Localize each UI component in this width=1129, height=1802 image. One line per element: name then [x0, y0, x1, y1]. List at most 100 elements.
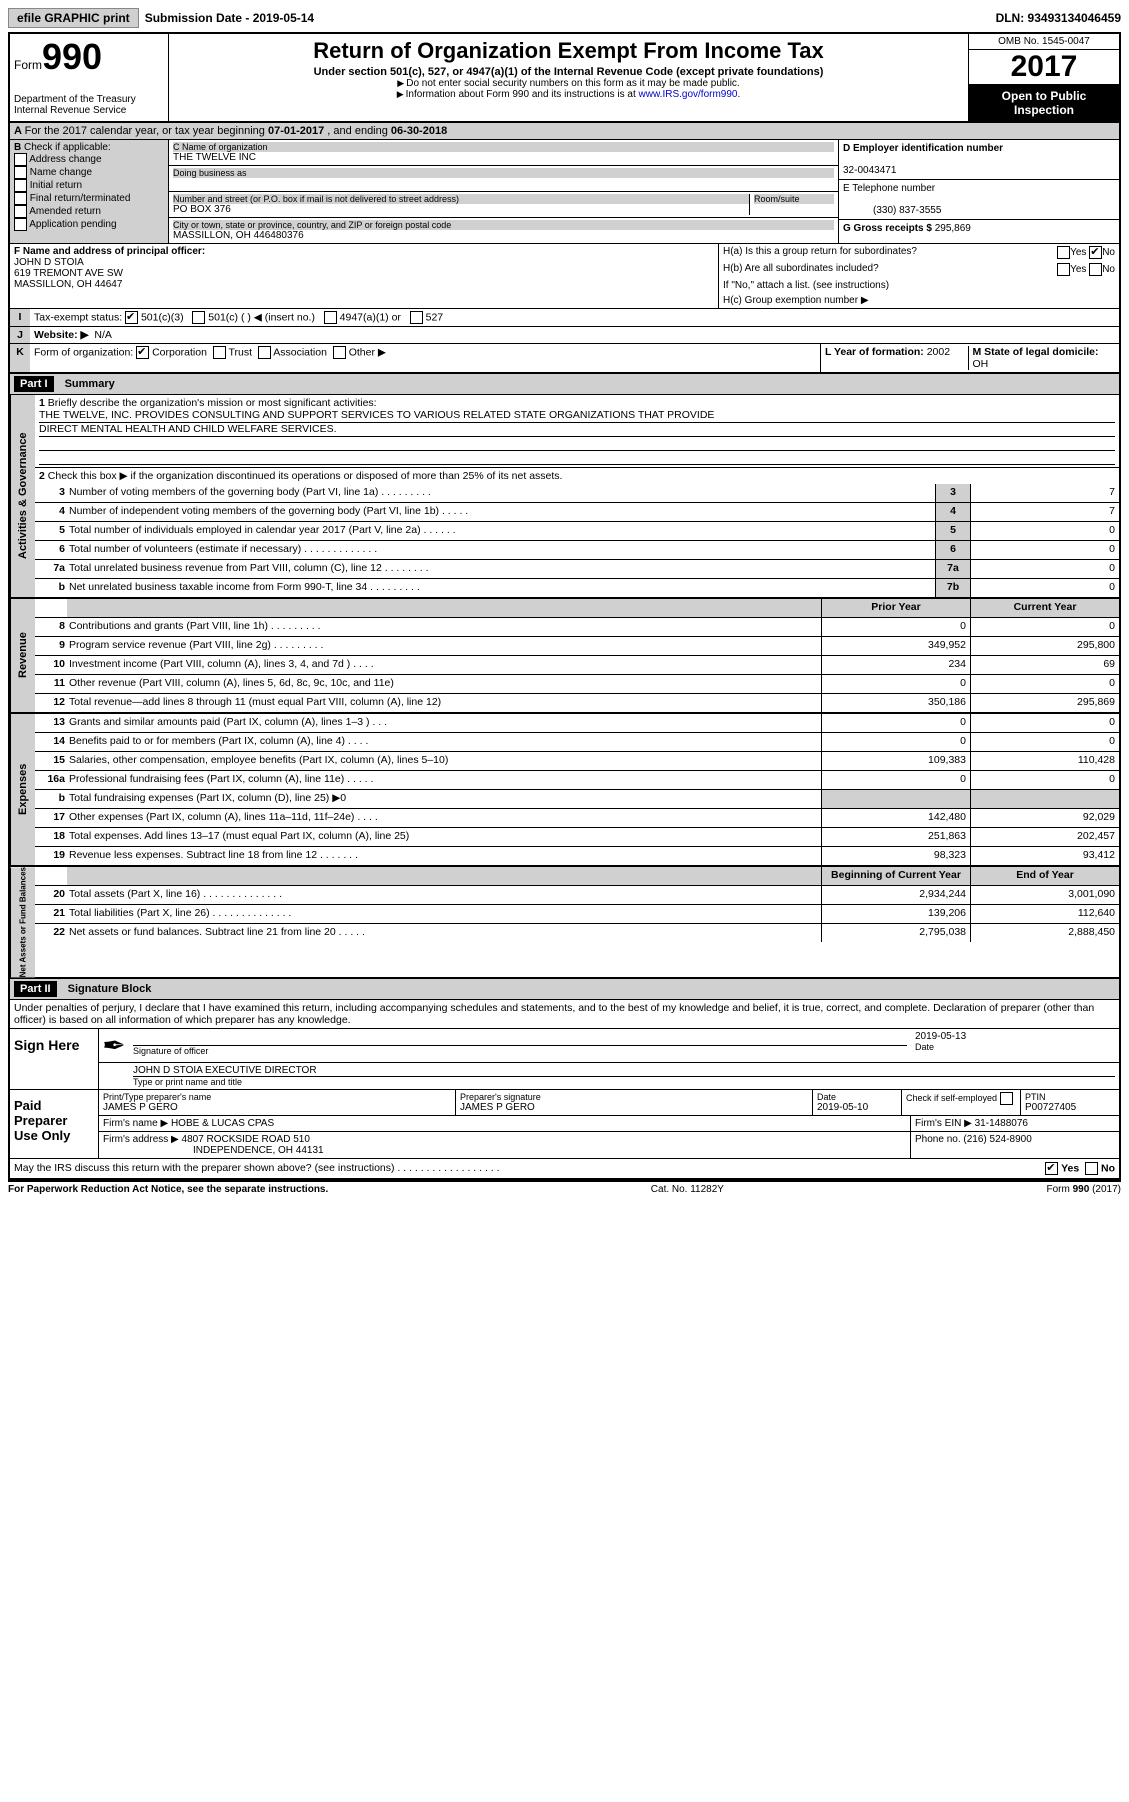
preparer-name: JAMES P GERO — [103, 1102, 451, 1113]
org-name-label: C Name of organization — [173, 142, 834, 152]
header-right: OMB No. 1545-0047 2017 Open to PublicIns… — [968, 34, 1119, 121]
revenue-line: 12Total revenue—add lines 8 through 11 (… — [35, 694, 1119, 712]
header-left: Form990 Department of the Treasury Inter… — [10, 34, 169, 121]
part-ii-header: Part II Signature Block — [10, 979, 1119, 1000]
summary-line: 6Total number of volunteers (estimate if… — [35, 541, 1119, 560]
phone-value: (330) 837-3555 — [843, 205, 941, 216]
revenue-line: 9Program service revenue (Part VIII, lin… — [35, 637, 1119, 656]
open-to-public: Open to PublicInspection — [969, 85, 1119, 121]
dln-label: DLN: 93493134046459 — [996, 11, 1121, 25]
preparer-signature: JAMES P GERO — [460, 1102, 808, 1113]
org-name: THE TWELVE INC — [173, 152, 834, 163]
chk-amended-return[interactable]: Amended return — [14, 205, 164, 218]
net-assets-header: Beginning of Current Year End of Year — [35, 867, 1119, 886]
efile-graphic-btn[interactable]: efile GRAPHIC print — [8, 8, 139, 28]
officer-name-title: JOHN D STOIA EXECUTIVE DIRECTOR — [133, 1065, 1115, 1077]
section-d-e-g: D Employer identification number 32-0043… — [838, 140, 1119, 243]
vlabel-expenses: Expenses — [10, 714, 35, 865]
net-assets-line: 22Net assets or fund balances. Subtract … — [35, 924, 1119, 942]
irs-link[interactable]: www.IRS.gov/form990 — [639, 89, 738, 100]
vlabel-activities: Activities & Governance — [10, 395, 35, 597]
chk-initial-return[interactable]: Initial return — [14, 179, 164, 192]
discuss-yes-checked — [1045, 1162, 1058, 1175]
section-f: F Name and address of principal officer:… — [10, 244, 718, 308]
vlabel-net-assets: Net Assets or Fund Balances — [10, 867, 35, 977]
row-k-l-m: K Form of organization: Corporation Trus… — [10, 344, 1119, 374]
firm-name: HOBE & LUCAS CPAS — [171, 1118, 274, 1129]
revenue-line: 8Contributions and grants (Part VIII, li… — [35, 618, 1119, 637]
expense-line: 14Benefits paid to or for members (Part … — [35, 733, 1119, 752]
room-label: Room/suite — [754, 194, 834, 204]
net-assets-line: 21Total liabilities (Part X, line 26) . … — [35, 905, 1119, 924]
perjury-statement: Under penalties of perjury, I declare th… — [10, 1000, 1119, 1029]
header-mid: Return of Organization Exempt From Incom… — [169, 34, 968, 121]
section-f-h: F Name and address of principal officer:… — [10, 244, 1119, 309]
form-subtitle: Under section 501(c), 527, or 4947(a)(1)… — [175, 66, 962, 78]
officer-name: JOHN D STOIA — [14, 257, 84, 268]
section-h: H(a) Is this a group return for subordin… — [718, 244, 1119, 308]
expense-line: 15Salaries, other compensation, employee… — [35, 752, 1119, 771]
expense-line: 19Revenue less expenses. Subtract line 1… — [35, 847, 1119, 865]
firm-phone: (216) 524-8900 — [963, 1134, 1031, 1145]
sign-here-row: Sign Here ✒ Signature of officer 2019-05… — [10, 1029, 1119, 1090]
form-title: Return of Organization Exempt From Incom… — [175, 38, 962, 64]
sig-date: 2019-05-13 — [915, 1031, 1115, 1042]
expense-line: 18Total expenses. Add lines 13–17 (must … — [35, 828, 1119, 847]
irs-label: Internal Revenue Service — [14, 105, 164, 116]
section-b: B Check if applicable: Address change Na… — [10, 140, 169, 243]
expense-line: 16aProfessional fundraising fees (Part I… — [35, 771, 1119, 790]
firm-address: 4807 ROCKSIDE ROAD 510 — [182, 1134, 310, 1145]
vlabel-revenue: Revenue — [10, 599, 35, 712]
chk-501c3 — [125, 311, 138, 324]
chk-final-return[interactable]: Final return/terminated — [14, 192, 164, 205]
chk-name-change[interactable]: Name change — [14, 166, 164, 179]
officer-addr2: MASSILLON, OH 44647 — [14, 279, 122, 290]
summary-line: 3Number of voting members of the governi… — [35, 484, 1119, 503]
revenue-line: 11Other revenue (Part VIII, column (A), … — [35, 675, 1119, 694]
h-a-no-checked — [1089, 246, 1102, 259]
tax-year: 2017 — [969, 50, 1119, 85]
form-label: Form — [14, 58, 42, 72]
net-assets-section: Net Assets or Fund Balances Beginning of… — [10, 867, 1119, 979]
phone-label: E Telephone number — [843, 183, 935, 194]
dept-treasury: Department of the Treasury — [14, 94, 164, 105]
paperwork-notice: For Paperwork Reduction Act Notice, see … — [8, 1184, 328, 1195]
submission-date: Submission Date - 2019-05-14 — [145, 11, 314, 25]
net-assets-line: 20Total assets (Part X, line 16) . . . .… — [35, 886, 1119, 905]
expense-line: 17Other expenses (Part IX, column (A), l… — [35, 809, 1119, 828]
revenue-line: 10Investment income (Part VIII, column (… — [35, 656, 1119, 675]
form-number: 990 — [42, 36, 102, 77]
catalog-number: Cat. No. 11282Y — [651, 1184, 724, 1195]
note-ssn: Do not enter social security numbers on … — [175, 78, 962, 89]
chk-application-pending[interactable]: Application pending — [14, 218, 164, 231]
ptin-value: P00727405 — [1025, 1102, 1115, 1113]
omb-number: OMB No. 1545-0047 — [969, 34, 1119, 50]
gross-receipts-value: 295,869 — [935, 223, 971, 234]
website-value: N/A — [94, 329, 112, 341]
form-container: Form990 Department of the Treasury Inter… — [8, 32, 1121, 1182]
summary-line: bNet unrelated business taxable income f… — [35, 579, 1119, 597]
page-footer: For Paperwork Reduction Act Notice, see … — [8, 1182, 1121, 1197]
pen-icon: ✒ — [99, 1029, 129, 1062]
dba-label: Doing business as — [173, 168, 834, 178]
row-j-website: J Website: ▶ N/A — [10, 327, 1119, 344]
part-i-header: Part I Summary — [10, 374, 1119, 395]
chk-address-change[interactable]: Address change — [14, 153, 164, 166]
mission-line2: DIRECT MENTAL HEALTH AND CHILD WELFARE S… — [39, 423, 1115, 437]
ein-value: 32-0043471 — [843, 165, 896, 176]
row-a-tax-year: A For the 2017 calendar year, or tax yea… — [10, 123, 1119, 140]
note-instructions: Information about Form 990 and its instr… — [175, 89, 962, 100]
activities-governance: Activities & Governance 1 Briefly descri… — [10, 395, 1119, 599]
row-i-tax-exempt: I Tax-exempt status: 501(c)(3) 501(c) ( … — [10, 309, 1119, 327]
org-city: MASSILLON, OH 446480376 — [173, 230, 834, 241]
firm-ein: 31-1488076 — [975, 1118, 1028, 1129]
summary-line: 7aTotal unrelated business revenue from … — [35, 560, 1119, 579]
year-formation: 2002 — [927, 346, 950, 358]
section-b-to-g: B Check if applicable: Address change Na… — [10, 140, 1119, 244]
expense-line: 13Grants and similar amounts paid (Part … — [35, 714, 1119, 733]
section-c: C Name of organization THE TWELVE INC Do… — [169, 140, 838, 243]
gross-receipts-label: G Gross receipts $ — [843, 223, 932, 234]
mission-line1: THE TWELVE, INC. PROVIDES CONSULTING AND… — [39, 409, 1115, 423]
summary-line: 4Number of independent voting members of… — [35, 503, 1119, 522]
city-label: City or town, state or province, country… — [173, 220, 834, 230]
